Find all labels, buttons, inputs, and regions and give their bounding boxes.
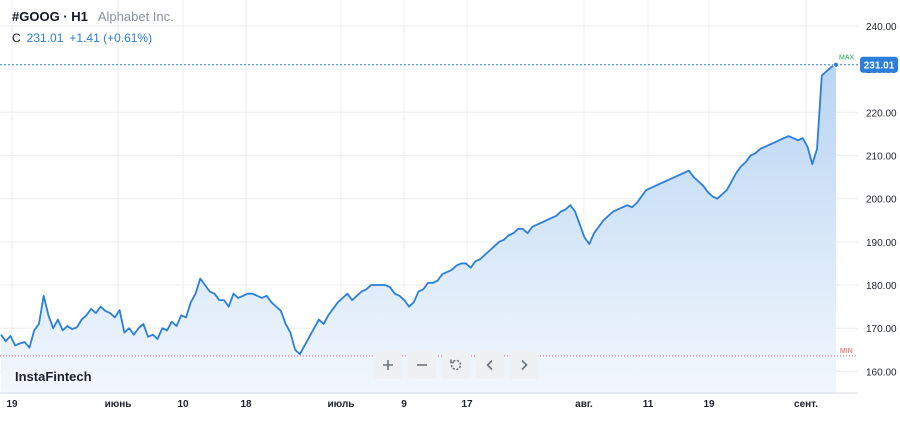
y-tick-label: 190.00 (866, 238, 897, 249)
x-tick-label: 9 (401, 399, 407, 410)
close-label: C (12, 31, 21, 45)
symbol-label[interactable]: #GOOG · H1 (12, 9, 88, 24)
y-tick-label: 240.00 (866, 22, 897, 33)
scroll-right-button[interactable] (510, 351, 538, 379)
y-tick-label: 210.00 (866, 151, 897, 162)
y-tick-label: 200.00 (866, 195, 897, 206)
x-tick-label: 17 (461, 399, 473, 410)
x-tick-label: июнь (105, 399, 132, 410)
minus-icon (417, 364, 427, 366)
reset-icon (450, 359, 462, 371)
x-tick-label: авг. (575, 399, 593, 410)
y-tick-label: 180.00 (866, 281, 897, 292)
close-value: 231.01 (26, 31, 64, 45)
x-tick-label: сент. (794, 399, 818, 410)
x-tick-label: 19 (6, 399, 18, 410)
y-tick-label: 170.00 (866, 324, 897, 335)
last-point (832, 61, 840, 68)
chevron-right-icon (521, 359, 528, 371)
x-tick-label: 11 (643, 399, 654, 410)
y-tick-label: 160.00 (866, 367, 897, 378)
x-axis: 19 июнь 10 18 июль 9 17 авг. 11 19 сент. (0, 392, 858, 410)
price-line-layer (0, 63, 837, 356)
price-change: +1.41 (+0.61%) (69, 31, 153, 45)
x-tick-label: июль (328, 399, 355, 410)
max-label: MAX (839, 55, 855, 62)
reset-button[interactable] (442, 351, 470, 379)
plus-icon (383, 360, 393, 370)
x-tick-label: 18 (240, 399, 252, 410)
x-tick-label: 10 (177, 399, 189, 410)
y-tick-label: 220.00 (866, 108, 897, 119)
brand-logo: InstaFintech (15, 369, 92, 384)
area-fill-path (1, 64, 836, 394)
chart-toolbar (374, 351, 538, 379)
min-label: MIN (840, 348, 853, 355)
last-price-label: 231.01 (864, 61, 895, 72)
scroll-left-button[interactable] (476, 351, 504, 379)
company-name: Alphabet Inc. (97, 9, 174, 24)
last-price-tag (860, 56, 898, 73)
x-tick-label: 19 (703, 399, 715, 410)
chevron-left-icon (486, 359, 493, 371)
chart-header: #GOOG · H1 Alphabet Inc. C 231.01 +1.41 … (12, 9, 174, 45)
zoom-out-button[interactable] (408, 351, 436, 379)
price-line (0, 63, 837, 356)
area-fill (1, 64, 836, 394)
y-axis: 160.00 170.00 180.00 190.00 200.00 210.00 220.… (860, 22, 898, 378)
zoom-in-button[interactable] (374, 351, 402, 379)
